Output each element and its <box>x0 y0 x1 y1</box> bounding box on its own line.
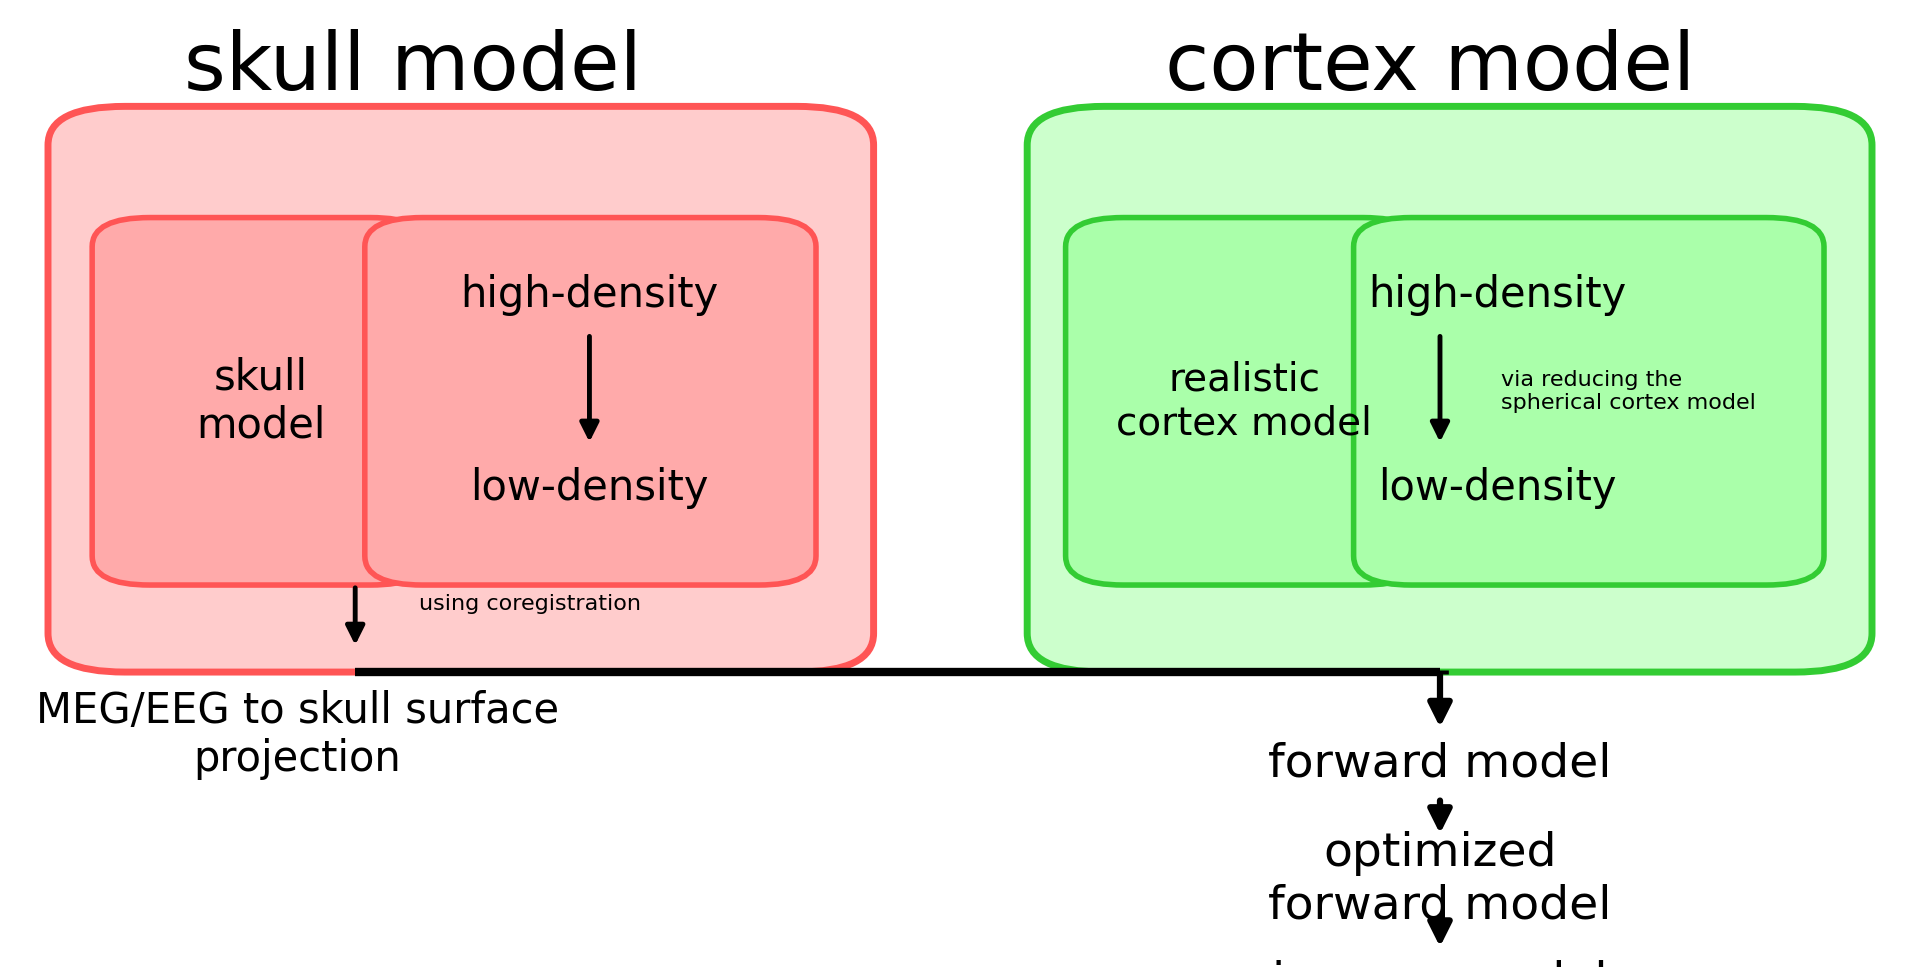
Text: high-density: high-density <box>461 274 718 316</box>
Text: optimized
forward model: optimized forward model <box>1269 832 1611 928</box>
Text: cortex model: cortex model <box>1165 29 1695 106</box>
FancyBboxPatch shape <box>1354 218 1824 585</box>
FancyBboxPatch shape <box>1027 106 1872 672</box>
FancyBboxPatch shape <box>365 218 816 585</box>
Text: via reducing the
spherical cortex model: via reducing the spherical cortex model <box>1501 370 1757 413</box>
FancyBboxPatch shape <box>48 106 874 672</box>
Text: skull model: skull model <box>184 29 641 106</box>
Text: using coregistration: using coregistration <box>419 595 641 614</box>
Text: skull
model: skull model <box>196 356 326 447</box>
Text: high-density: high-density <box>1369 274 1626 316</box>
Text: inverse model: inverse model <box>1273 959 1607 967</box>
Text: MEG/EEG to skull surface
projection: MEG/EEG to skull surface projection <box>36 689 559 780</box>
Text: forward model: forward model <box>1269 742 1611 786</box>
FancyBboxPatch shape <box>92 218 428 585</box>
Text: low-density: low-density <box>470 467 708 510</box>
Text: realistic
cortex model: realistic cortex model <box>1116 361 1373 442</box>
FancyBboxPatch shape <box>1066 218 1421 585</box>
Text: low-density: low-density <box>1379 467 1617 510</box>
